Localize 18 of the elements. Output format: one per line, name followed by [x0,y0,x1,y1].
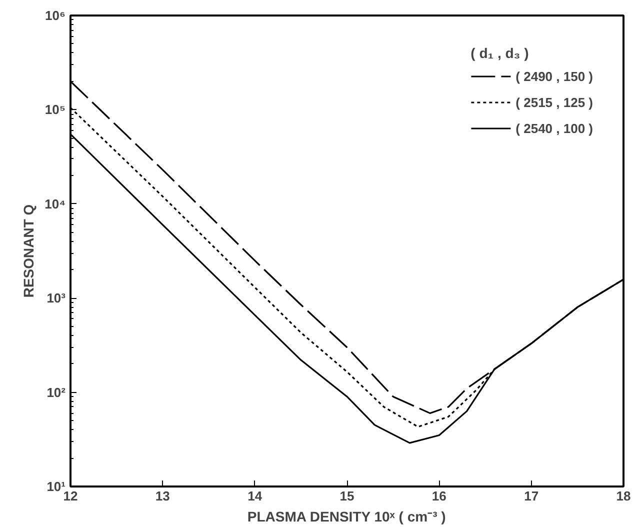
y-tick-label: 10² [46,384,66,400]
x-tick-label: 15 [340,488,354,504]
x-tick-label: 18 [616,488,631,504]
x-tick-label: 12 [63,488,78,504]
x-tick-label: 14 [248,488,263,504]
x-tick-label: 13 [155,488,170,504]
y-tick-label: 10⁶ [45,8,66,23]
legend-label: ( 2515 , 125 ) [516,94,593,110]
x-tick-label: 16 [432,488,446,504]
x-axis-title: PLASMA DENSITY 10ˣ ( cm⁻³ ) [247,508,446,524]
y-tick-label: 10³ [46,290,66,306]
y-tick-label: 10⁴ [44,196,66,212]
legend-label: ( 2490 , 150 ) [516,68,593,84]
x-tick-label: 17 [524,488,539,504]
y-tick-label: 10⁵ [44,102,66,118]
legend-title: ( d₁ , d₃ ) [470,45,530,61]
legend-label: ( 2540 , 100 ) [516,120,593,136]
y-axis-title: RESONANT Q [20,204,37,298]
